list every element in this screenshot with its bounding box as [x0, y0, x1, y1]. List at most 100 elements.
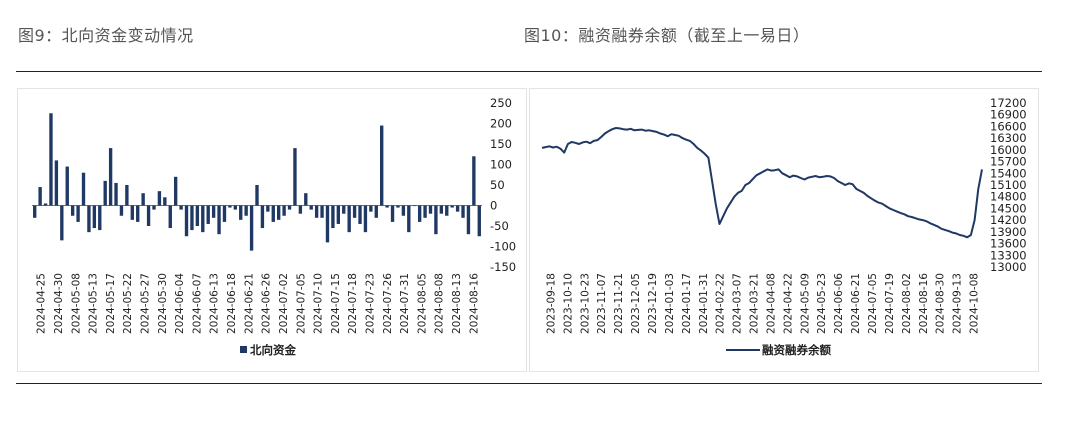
bar: [152, 205, 156, 210]
bar: [277, 205, 281, 220]
legend-label: 北向资金: [250, 343, 296, 357]
bar: [320, 205, 324, 218]
bar: [179, 205, 183, 210]
bar-xtick-label: 2024-07-05: [295, 273, 307, 334]
bar: [206, 205, 210, 224]
bar-ytick-label: -150: [490, 260, 516, 274]
bar-ytick-label: 50: [490, 178, 505, 192]
bar-ytick-label: -50: [490, 219, 509, 233]
bar: [325, 205, 330, 243]
line-xtick-label: 2024-06-21: [850, 273, 862, 334]
bar: [380, 125, 384, 206]
bar-ytick-label: 250: [490, 96, 512, 110]
bar-xtick-label: 2024-05-08: [70, 273, 82, 334]
bar: [119, 205, 124, 216]
bar-xtick-label: 2024-07-10: [313, 273, 325, 334]
bar: [282, 205, 286, 216]
line-xtick-label: 2024-08-30: [935, 273, 947, 334]
bar-xtick-label: 2024-06-13: [209, 273, 221, 334]
bar: [412, 205, 416, 207]
northbound-bar-chart: 250 200 150 100 50 0 -50 -100 -150 2024-04-25 2024…: [32, 96, 516, 357]
bar: [38, 187, 42, 206]
bar: [141, 193, 145, 206]
bar: [255, 185, 259, 206]
bar: [98, 205, 102, 231]
line-ytick-label: 16600: [990, 119, 1027, 133]
bar: [266, 205, 270, 212]
line-xtick-label: 2023-12-19: [647, 273, 659, 334]
bar: [342, 205, 346, 214]
bar: [228, 205, 232, 208]
top-rule: [16, 71, 1042, 72]
bar-xtick-label: 2024-07-02: [278, 273, 290, 334]
line-xtick-label: 2024-01-03: [664, 273, 676, 334]
bar: [396, 205, 400, 208]
bar-xtick-label: 2024-08-16: [468, 273, 480, 334]
line-ytick-label: 13300: [990, 248, 1027, 262]
line-xtick-label: 2024-04-08: [765, 273, 777, 334]
bar-xtick-label: 2024-06-21: [243, 273, 255, 334]
bar-xtick-label: 2024-08-05: [416, 273, 428, 334]
bar-ytick-label: 150: [490, 137, 512, 151]
bar: [347, 205, 351, 233]
bar: [103, 180, 107, 206]
line-ytick-label: 13600: [990, 237, 1027, 251]
line-xtick-label: 2024-06-06: [833, 273, 845, 334]
line-ytick-label: 14200: [990, 213, 1027, 227]
bar-xtick-label: 2024-05-30: [157, 273, 169, 334]
bar-xtick-label: 2024-04-30: [53, 273, 65, 334]
bar: [163, 197, 167, 206]
legend-swatch: [240, 346, 247, 353]
bar: [271, 205, 275, 222]
bar: [108, 148, 113, 206]
line-ytick-label: 15700: [990, 155, 1027, 169]
bar: [304, 193, 308, 206]
bar: [76, 205, 80, 222]
bar: [65, 166, 69, 206]
bar: [43, 203, 48, 206]
bar: [233, 205, 237, 210]
bar-xtick-label: 2024-07-15: [330, 273, 342, 334]
bar-xtick-label: 2024-06-18: [226, 273, 238, 334]
bar-xtick-label: 2024-06-04: [174, 273, 186, 334]
margin-balance-line: [541, 127, 983, 239]
bar-xtick-label: 2024-07-18: [347, 273, 359, 334]
line-ytick-label: 16000: [990, 143, 1027, 157]
line-xtick-label: 2023-10-10: [562, 273, 574, 334]
bar: [369, 205, 373, 212]
bar: [244, 205, 248, 216]
bar: [54, 160, 59, 206]
bar: [125, 185, 129, 206]
bar: [173, 176, 178, 206]
bar: [477, 205, 481, 237]
bar-xtick-label: 2024-07-31: [399, 273, 411, 334]
line-xtick-label: 2024-05-23: [816, 273, 828, 334]
margin-line-chart: 1720016900166001630016000157001540015100…: [541, 96, 1027, 357]
bar: [314, 205, 319, 218]
line-ytick-label: 16300: [990, 131, 1027, 145]
bar: [201, 205, 205, 233]
bar: [184, 205, 189, 237]
bar-xtick-label: 2024-04-25: [36, 273, 48, 334]
legend-label: 融资融券余额: [762, 343, 831, 357]
bar: [157, 191, 162, 206]
bar: [385, 205, 389, 208]
bar: [92, 205, 97, 229]
line-ytick-label: 17200: [990, 96, 1027, 110]
bar: [455, 205, 460, 212]
bar: [363, 205, 368, 233]
bar: [211, 205, 216, 218]
line-ytick-label: 14800: [990, 190, 1027, 204]
bar: [287, 205, 292, 210]
bar-ytick-label: 200: [490, 117, 512, 131]
bar: [195, 205, 200, 226]
line-ytick-label: 13900: [990, 225, 1027, 239]
bar: [293, 148, 297, 206]
line-ytick-label: 15100: [990, 178, 1027, 192]
bar-xtick-label: 2024-08-08: [434, 273, 446, 334]
line-xtick-label: 2023-12-05: [630, 273, 642, 334]
bar-xtick-label: 2024-06-07: [191, 273, 203, 334]
right-figure-title: 图10：融资融券余额（截至上一易日）: [524, 26, 810, 45]
bar: [336, 205, 341, 224]
bar: [428, 205, 433, 214]
